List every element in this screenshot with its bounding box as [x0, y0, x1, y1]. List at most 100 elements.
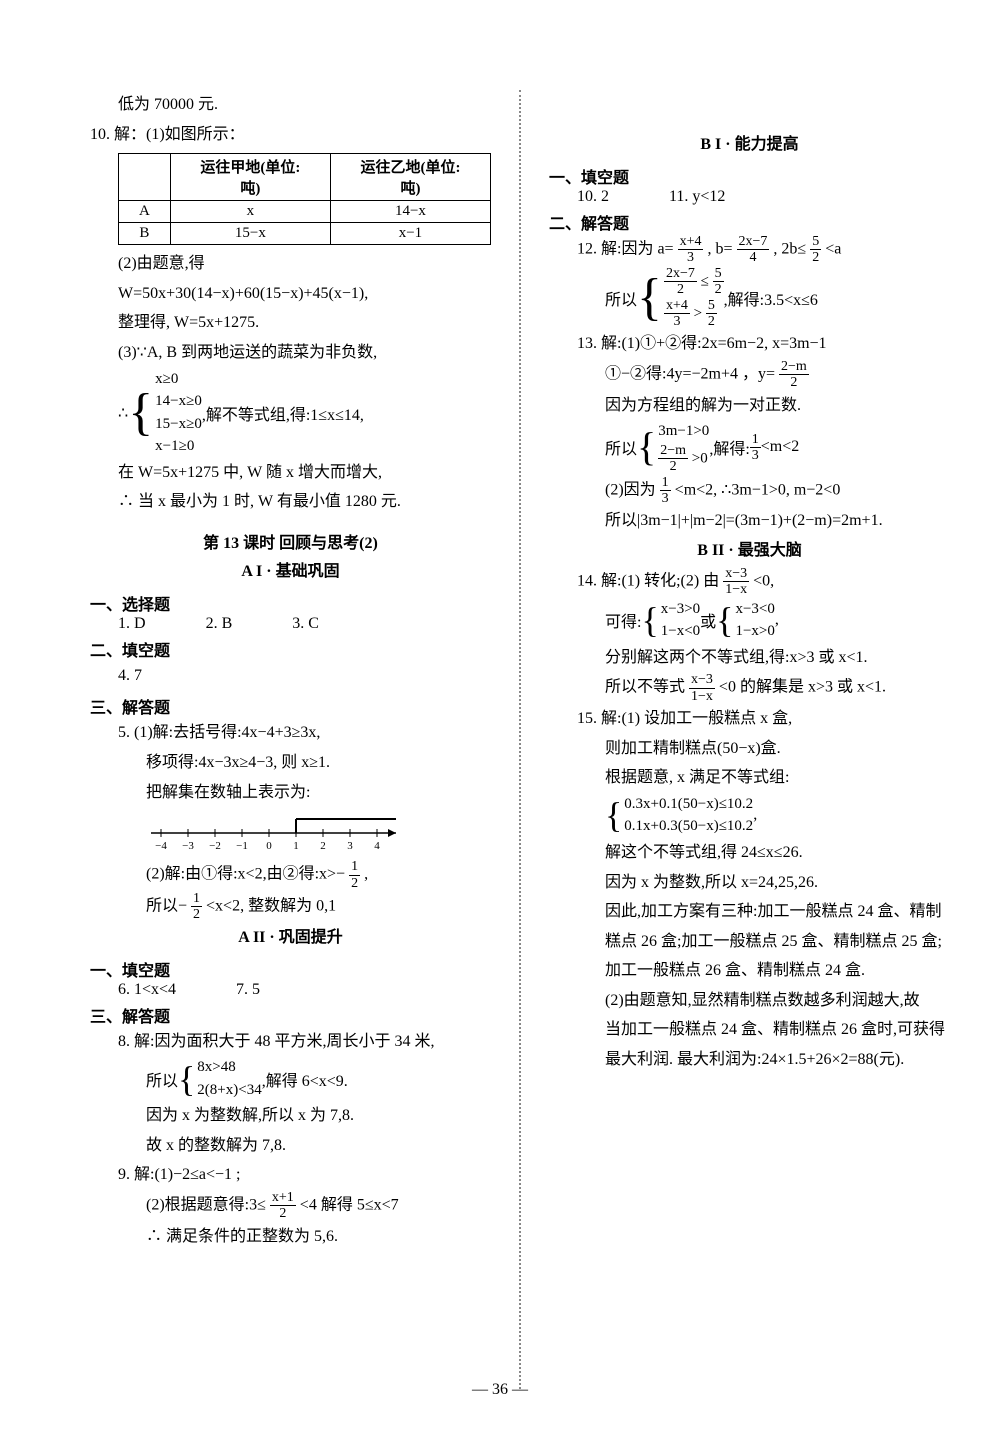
- text-line: 故 x 的整数解为 7,8.: [146, 1131, 491, 1161]
- fraction: 5 2: [706, 298, 717, 330]
- numerator: 2−m: [658, 443, 688, 459]
- page-number: — 36 —: [472, 1381, 528, 1399]
- brace-after: ,解得 6<x<9.: [262, 1067, 348, 1091]
- text: 所以不等式: [605, 679, 685, 696]
- numerator: 1: [349, 859, 360, 875]
- brace-content: x−3<0 1−x>0: [735, 598, 774, 643]
- fraction: 2x−7 4: [737, 234, 770, 266]
- numerator: x−3: [689, 672, 715, 688]
- brace-item: x−1≥0: [155, 435, 202, 458]
- text: (2)根据题意得:3≤: [146, 1197, 266, 1214]
- page-container: 低为 70000 元. 10. 解：(1)如图所示： 运往甲地(单位:吨) 运往…: [0, 0, 1000, 1429]
- text: 所以: [605, 435, 637, 459]
- denominator: 2: [664, 282, 697, 297]
- denominator: 2: [810, 250, 821, 265]
- fraction: x−3 1−x: [723, 566, 749, 598]
- text-line: (2)由题意知,显然精制糕点数越多利润越大,故: [605, 986, 950, 1016]
- text: , b=: [707, 241, 732, 258]
- heading-fill: 二、填空题: [90, 637, 491, 661]
- text-line: 整理得, W=5x+1275.: [118, 308, 491, 338]
- text-line: 把解集在数轴上表示为:: [146, 778, 491, 808]
- brace-item: x−3>0: [661, 598, 700, 621]
- denominator: 3: [678, 250, 704, 265]
- text: (2)解:由①得:x<2,由②得:x>−: [146, 866, 345, 883]
- denominator: 3: [664, 314, 690, 329]
- answer: 2. B: [206, 615, 233, 633]
- text: 14. 解:(1) 转化;(2) 由: [577, 573, 719, 590]
- operator: >: [694, 305, 702, 321]
- brace-after: ,解不等式组,得:1≤x≤14,: [202, 401, 364, 425]
- text: <a: [825, 241, 841, 258]
- brace-item: 2(8+x)<34: [197, 1079, 261, 1102]
- brace-item: 0.3x+0.1(50−x)≤10.2: [624, 793, 753, 816]
- brace-content: 8x>48 2(8+x)<34: [197, 1056, 261, 1101]
- text-line: 所以|3m−1|+|m−2|=(3m−1)+(2−m)=2m+1.: [605, 506, 950, 536]
- brace-item: 2x−7 2 ≤ 5 2: [664, 266, 724, 298]
- text-line: 所以− 1 2 <x<2, 整数解为 0,1: [146, 891, 491, 923]
- heading-solve2: 三、解答题: [90, 1003, 491, 1027]
- text-line: 14. 解:(1) 转化;(2) 由 x−3 1−x <0,: [577, 566, 950, 598]
- text-line: 糕点 26 盒;加工一般糕点 25 盒、精制糕点 25 盒;: [605, 927, 950, 957]
- table-cell: 14−x: [330, 201, 490, 223]
- numerator: x+1: [270, 1190, 296, 1206]
- text-line: 分别解这两个不等式组,得:x>3 或 x<1.: [605, 643, 950, 673]
- text-line: 5. (1)解:去括号得:4x−4+3≥3x,: [118, 718, 491, 748]
- text-line: (3)∵A, B 到两地运送的蔬菜为非负数,: [118, 338, 491, 368]
- text-line: 因为 x 为整数,所以 x=24,25,26.: [605, 868, 950, 898]
- denominator: 1−x: [689, 689, 715, 704]
- text: <x<2, 整数解为 0,1: [206, 897, 336, 914]
- answer: 3. C: [292, 615, 319, 633]
- table-cell: A: [119, 201, 171, 223]
- svg-text:4: 4: [374, 840, 380, 852]
- text-line: 13. 解:(1)①+②得:2x=6m−2, x=3m−1: [577, 329, 950, 359]
- numerator: 2x−7: [664, 266, 697, 282]
- table-header: 运往甲地(单位:吨): [170, 154, 330, 201]
- lesson-title: 第 13 课时 回顾与思考(2): [90, 529, 491, 553]
- text: 12. 解:因为 a=: [577, 241, 674, 258]
- answer: 10. 2: [577, 188, 609, 206]
- brace-item: 2−m 2 >0: [658, 443, 709, 475]
- text: <m<2: [761, 438, 800, 456]
- therefore-symbol: ∴: [118, 403, 128, 423]
- denominator: 2: [713, 282, 724, 297]
- table-row: A x 14−x: [119, 201, 491, 223]
- inequality-system: 所以 { 2x−7 2 ≤ 5 2 x+4 3: [605, 266, 950, 330]
- denominator: 2: [191, 907, 202, 922]
- text: >0: [692, 450, 708, 466]
- text-line: 因为方程组的解为一对正数.: [605, 391, 950, 421]
- number-line: −4 −3 −2 −1 0 1 2 3 4: [146, 813, 406, 853]
- text-line: 8. 解:因为面积大于 48 平方米,周长小于 34 米,: [118, 1027, 491, 1057]
- fraction: 5 2: [713, 266, 724, 298]
- heading-fill: 一、填空题: [549, 164, 950, 188]
- inequality-system: ∴ { x≥0 14−x≥0 15−x≥0 x−1≥0 ,解不等式组,得:1≤x…: [118, 368, 491, 458]
- text-line: 加工一般糕点 26 盒、精制糕点 24 盒.: [605, 956, 950, 986]
- table-header: [119, 154, 171, 201]
- left-brace: {: [605, 797, 622, 833]
- text-line: 最大利润. 最大利润为:24×1.5+26×2=88(元).: [605, 1045, 950, 1075]
- text: ,: [775, 611, 779, 629]
- table-cell: 15−x: [170, 223, 330, 245]
- denominator: 2: [658, 459, 688, 474]
- fraction: 2−m 2: [658, 443, 688, 475]
- heading-choice: 一、选择题: [90, 591, 491, 615]
- text-line: ∴ 满足条件的正整数为 5,6.: [146, 1222, 491, 1252]
- text: ,解得:: [709, 435, 749, 459]
- brace-item: 1−x<0: [661, 620, 700, 643]
- left-column: 低为 70000 元. 10. 解：(1)如图所示： 运往甲地(单位:吨) 运往…: [90, 90, 491, 1389]
- numerator: 1: [191, 891, 202, 907]
- transport-table: 运往甲地(单位:吨) 运往乙地(单位:吨) A x 14−x B 15−x x−…: [118, 153, 491, 245]
- brace-item: 1−x>0: [735, 620, 774, 643]
- numerator: 5: [706, 298, 717, 314]
- text-line: 当加工一般糕点 24 盒、精制糕点 26 盒时,可获得: [605, 1015, 950, 1045]
- text: ①−②得:4y=−2m+4 ，y=: [605, 366, 775, 383]
- text-line: (2)由题意,得: [118, 249, 491, 279]
- right-column: B I · 能力提高 一、填空题 10. 2 11. y<12 二、解答题 12…: [549, 90, 950, 1389]
- section-b1-title: B I · 能力提高: [549, 130, 950, 154]
- fraction: 1 2: [349, 859, 360, 891]
- text-line: 因此,加工方案有三种:加工一般糕点 24 盒、精制: [605, 897, 950, 927]
- text-line: 根据题意, x 满足不等式组:: [605, 763, 950, 793]
- left-brace: {: [716, 602, 733, 638]
- left-brace: {: [637, 272, 662, 324]
- numerator: x+4: [678, 234, 704, 250]
- fraction: 2x−7 2: [664, 266, 697, 298]
